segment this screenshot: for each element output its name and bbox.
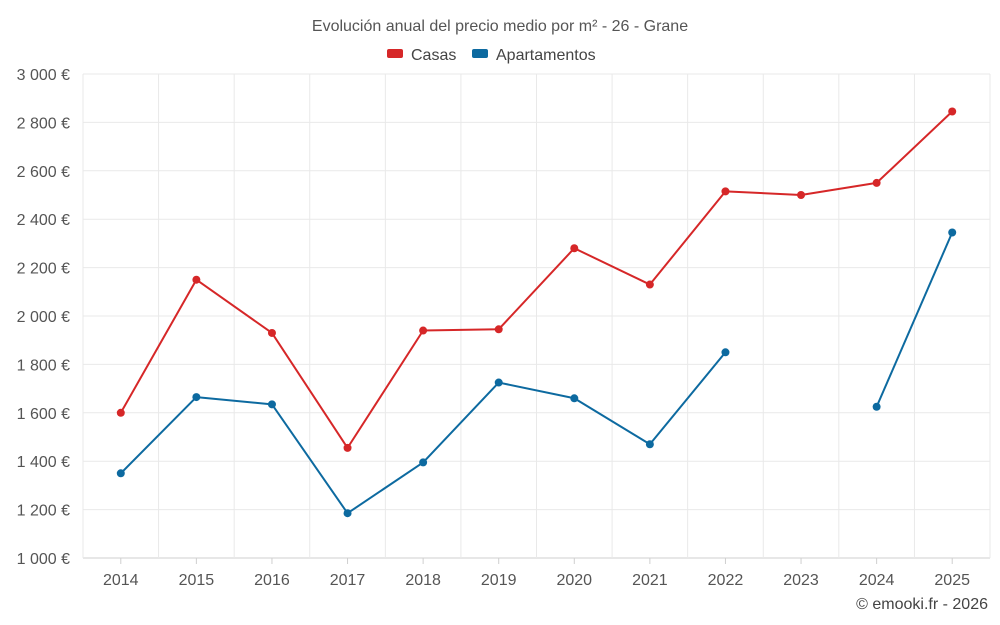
y-tick-label: 2 000 € [17, 309, 70, 326]
point-apartamentos-2024 [872, 402, 881, 411]
point-apartamentos-2019 [494, 378, 503, 387]
series [116, 107, 957, 518]
y-tick-label: 1 800 € [17, 357, 70, 374]
y-tick-label: 2 400 € [17, 212, 70, 229]
point-casas-2015 [192, 275, 201, 284]
line-apartamentos [120, 351, 727, 515]
y-tick-label: 1 400 € [17, 454, 70, 471]
x-tick-label: 2024 [859, 572, 895, 589]
y-axis: 1 000 € 1 200 € 1 400 € 1 600 € 1 800 € 2 000… [17, 67, 70, 568]
legend-label-casas: Casas [411, 47, 456, 64]
x-tick-label: 2015 [179, 572, 215, 589]
x-tick-label: 2022 [708, 572, 744, 589]
y-tick-label: 1 000 € [17, 551, 70, 568]
x-tick-label: 2021 [632, 572, 668, 589]
point-casas-2025 [948, 107, 957, 116]
point-casas-2016 [267, 328, 276, 337]
point-casas-2018 [419, 326, 428, 335]
point-casas-2019 [494, 325, 503, 334]
series-casas [116, 107, 957, 452]
credit-text: © emooki.fr - 2026 [856, 596, 988, 613]
x-tick-label: 2014 [103, 572, 139, 589]
x-tick-label: 2016 [254, 572, 290, 589]
point-apartamentos-2015 [192, 393, 201, 402]
point-casas-2024 [872, 178, 881, 187]
legend-item-casas[interactable]: Casas [387, 47, 456, 64]
point-casas-2023 [797, 191, 806, 199]
legend: Casas Apartamentos [387, 47, 596, 64]
chart-title: Evolución anual del precio medio por m² … [312, 18, 688, 35]
grid [82, 73, 991, 559]
line-apartamentos [875, 232, 954, 408]
point-apartamentos-2014 [116, 469, 125, 478]
x-tick-label: 2025 [934, 572, 970, 589]
legend-swatch-casas [387, 49, 403, 58]
point-apartamentos-2025 [948, 228, 957, 237]
legend-item-apartamentos[interactable]: Apartamentos [472, 47, 596, 64]
point-casas-2021 [645, 280, 654, 289]
point-apartamentos-2020 [570, 394, 579, 403]
point-casas-2020 [570, 244, 579, 253]
point-casas-2017 [343, 443, 352, 452]
legend-label-apartamentos: Apartamentos [496, 47, 596, 64]
point-casas-2014 [116, 408, 125, 417]
point-apartamentos-2022 [721, 348, 730, 357]
point-apartamentos-2017 [343, 509, 352, 518]
x-tick-label: 2023 [783, 572, 819, 589]
line-casas [119, 110, 953, 449]
y-tick-label: 2 800 € [17, 115, 70, 132]
point-apartamentos-2021 [645, 440, 654, 449]
x-tick-label: 2020 [556, 572, 592, 589]
x-axis: 2014 2015 2016 2017 2018 2019 2020 2021 2022 2023… [103, 558, 970, 589]
y-tick-label: 1 200 € [17, 503, 70, 520]
point-casas-2022 [721, 187, 730, 196]
point-apartamentos-2018 [419, 458, 428, 467]
x-tick-label: 2018 [405, 572, 441, 589]
y-tick-label: 2 200 € [17, 261, 70, 278]
y-tick-label: 1 600 € [17, 406, 70, 423]
series-apartamentos [116, 228, 957, 518]
point-apartamentos-2016 [267, 400, 276, 409]
x-tick-label: 2019 [481, 572, 517, 589]
legend-swatch-apartamentos [472, 49, 488, 58]
y-tick-label: 2 600 € [17, 164, 70, 181]
x-tick-label: 2017 [330, 572, 366, 589]
y-tick-label: 3 000 € [17, 67, 70, 84]
